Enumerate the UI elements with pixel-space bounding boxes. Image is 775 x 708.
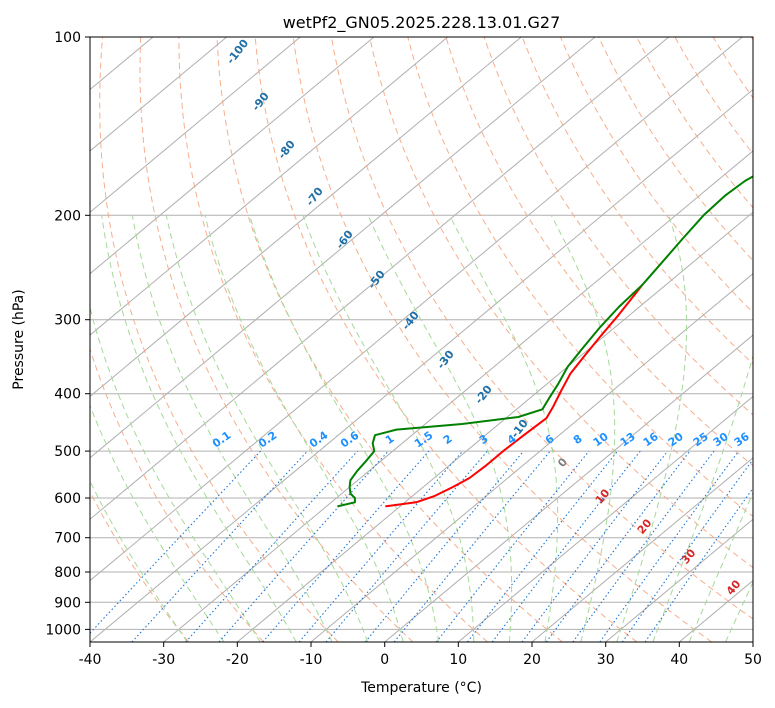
- mixing-ratio-line: [545, 450, 691, 642]
- mixing-ratio-line: [131, 450, 308, 642]
- isotherm-line: [90, 37, 743, 582]
- isotherm-line: [531, 457, 753, 642]
- mixing-ratio-line: [393, 450, 551, 642]
- x-tick-label: -30: [152, 652, 175, 668]
- isotherm-line: [384, 334, 753, 642]
- isotherm-line: [90, 37, 449, 336]
- mixing-ratio-line: [90, 450, 262, 634]
- chart-title: wetPf2_GN05.2025.228.13.01.G27: [283, 13, 561, 33]
- mixing-ratio-line: [185, 450, 358, 642]
- dry-adiabat-line: [292, 37, 712, 642]
- y-tick-label: 200: [54, 208, 81, 224]
- isotherm-line: [90, 37, 228, 152]
- moist-adiabat-line: [725, 581, 753, 642]
- dry-adiabat-line: [483, 37, 753, 416]
- moist-adiabat-line: [688, 491, 753, 642]
- dry-adiabat-line: [369, 37, 753, 569]
- y-tick-label: 600: [54, 491, 81, 507]
- dry-adiabat-line: [254, 37, 638, 642]
- temperature-profile-line: [385, 284, 644, 508]
- plot-area: [90, 37, 753, 642]
- y-axis-title: Pressure (hPa): [11, 289, 27, 389]
- x-tick-label: -20: [226, 652, 249, 668]
- isotherm-line: [90, 37, 522, 398]
- dry-adiabat-line: [90, 490, 190, 642]
- y-tick-label: 500: [54, 444, 81, 460]
- x-tick-label: 10: [449, 652, 467, 668]
- mixing-ratio-line: [521, 450, 669, 642]
- y-tick-label: 100: [54, 30, 81, 46]
- moist-adiabat-line: [90, 479, 188, 642]
- y-tick-label: 900: [54, 595, 81, 611]
- moist-adiabat-line: [90, 305, 261, 642]
- axes: -40 -30 -20 -10 0 10 20 30 40 50 100 200 300 400 500 60…: [45, 30, 762, 668]
- y-tick-label: 700: [54, 531, 81, 547]
- plot-frame: [89, 36, 754, 643]
- mixing-ratio-line: [644, 487, 753, 642]
- moist-adiabat-line: [165, 215, 369, 642]
- isotherm-line: [605, 518, 753, 642]
- x-tick-label: -40: [79, 652, 102, 668]
- dry-adiabat-line: [216, 37, 563, 642]
- moist-adiabat-line: [449, 215, 559, 642]
- moist-adiabat-line: [204, 215, 404, 642]
- isotherm-line: [163, 150, 753, 642]
- y-tick-label: 1000: [45, 622, 81, 638]
- mixing-ratio-line: [435, 450, 590, 642]
- dry-adiabat-line: [445, 37, 753, 467]
- moist-adiabat-line: [249, 215, 439, 642]
- x-tick-label: 0: [380, 652, 389, 668]
- mixing-ratio-line: [621, 458, 753, 642]
- y-tick-label: 800: [54, 565, 81, 581]
- x-tick-label: 20: [523, 652, 541, 668]
- moist-adiabat-line: [101, 215, 297, 642]
- mixing-ratio-line: [325, 450, 488, 642]
- dry-adiabat-line: [178, 37, 488, 642]
- moist-adiabat-line: [367, 215, 513, 642]
- dry-adiabat-line: [331, 37, 753, 620]
- y-tick-label: 300: [54, 313, 81, 329]
- isotherm-line: [90, 37, 301, 213]
- moist-adiabat-line: [302, 215, 475, 642]
- isotherm-line: [90, 88, 753, 642]
- dry-adiabat-line: [99, 37, 339, 642]
- moist-adiabat-line: [90, 404, 225, 642]
- mixing-ratio-line: [364, 450, 525, 642]
- isotherm-line: [90, 37, 375, 275]
- mixing-ratio-line: [218, 450, 389, 642]
- y-tick-label: 400: [54, 387, 81, 403]
- dry-adiabat-line: [90, 347, 264, 642]
- isotherm-line: [90, 37, 596, 459]
- mixing-ratio-line: [599, 450, 740, 642]
- dewpoint-profile-line: [337, 175, 753, 508]
- moist-adiabat-line: [550, 215, 616, 642]
- dry-adiabat-line: [407, 37, 753, 518]
- x-tick-label: -10: [300, 652, 323, 668]
- x-axis-title: Temperature (°C): [360, 680, 482, 696]
- moist-adiabat-line: [652, 354, 753, 642]
- x-tick-label: 50: [744, 652, 762, 668]
- x-tick-label: 30: [597, 652, 615, 668]
- isotherm-line: [236, 211, 753, 642]
- mixing-ratio-line: [572, 450, 715, 642]
- isotherm-line: [90, 37, 670, 520]
- x-tick-label: 40: [670, 652, 688, 668]
- isotherm-line: [457, 395, 753, 642]
